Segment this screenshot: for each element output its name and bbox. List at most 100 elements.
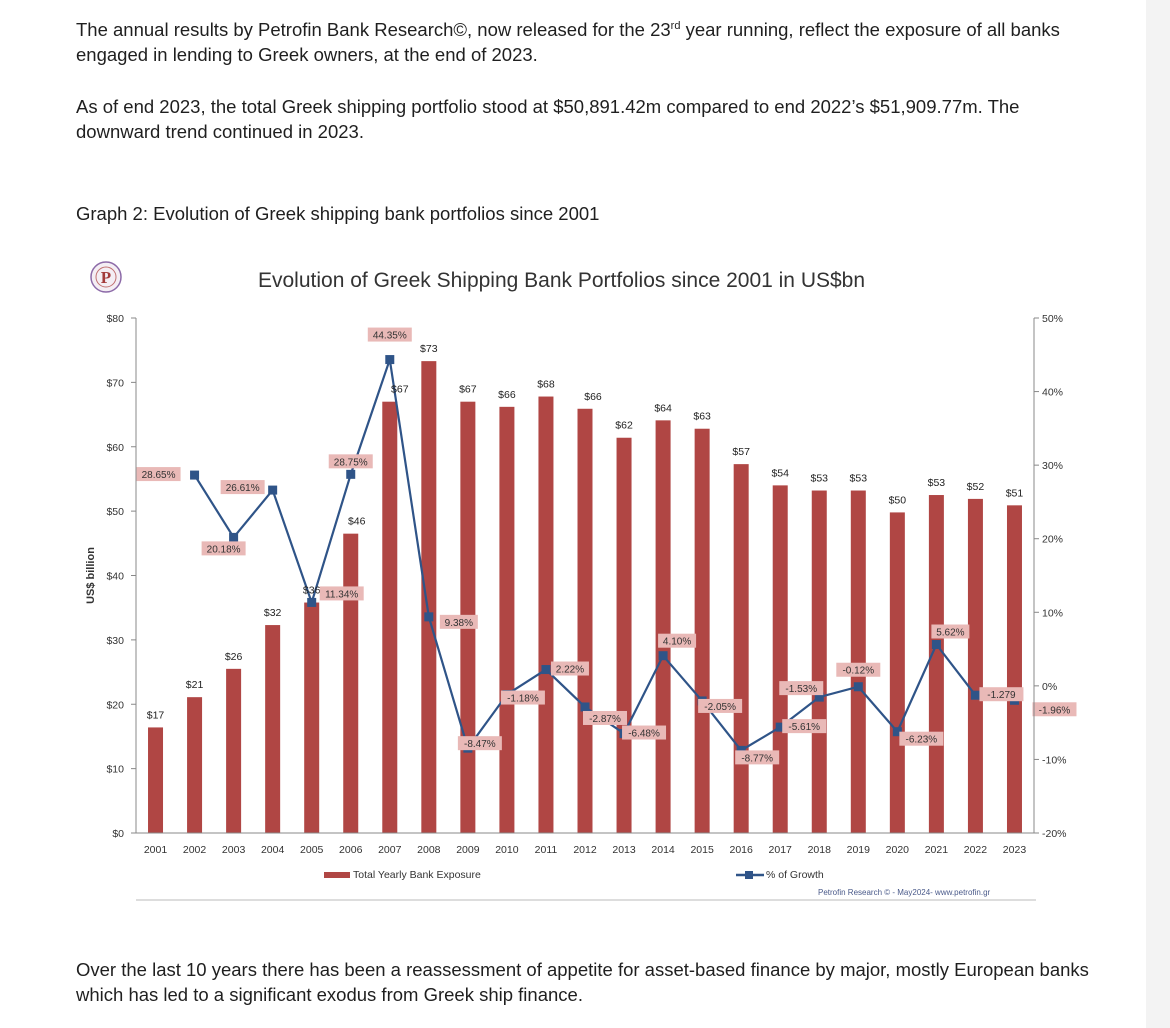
- growth-marker: [346, 469, 356, 479]
- x-tick-label: 2007: [378, 844, 402, 856]
- page-margin-strip: [1146, 0, 1170, 1028]
- bar-value-label: $21: [186, 679, 204, 691]
- y-tick-label: $30: [106, 635, 124, 647]
- bar-2010: [499, 406, 515, 833]
- growth-label: 20.18%: [207, 544, 241, 555]
- bar-value-label: $68: [537, 379, 555, 391]
- bar-2016: [733, 464, 749, 833]
- growth-label-bg: [899, 731, 944, 746]
- growth-label: -5.61%: [788, 722, 820, 733]
- x-tick-label: 2013: [612, 844, 636, 856]
- growth-marker: [385, 355, 395, 365]
- y-tick-label: $20: [106, 699, 124, 711]
- growth-label: -8.77%: [741, 753, 773, 764]
- growth-label: -6.23%: [906, 735, 938, 746]
- bar-2021: [928, 495, 944, 833]
- growth-marker: [424, 612, 434, 622]
- growth-label-bg: [1032, 702, 1077, 717]
- y2-tick-label: 20%: [1042, 534, 1063, 546]
- x-tick-label: 2018: [808, 844, 832, 856]
- legend-line-marker: [745, 871, 753, 879]
- x-tick-label: 2016: [729, 844, 753, 856]
- growth-label: 4.10%: [663, 637, 691, 648]
- bar-2013: [616, 437, 632, 833]
- growth-label: -1.53%: [785, 684, 817, 695]
- bar-value-label: $53: [850, 473, 868, 485]
- bar-value-label: $67: [459, 384, 477, 396]
- y2-tick-label: 0%: [1042, 681, 1057, 693]
- growth-marker: [190, 470, 200, 480]
- x-tick-label: 2006: [339, 844, 363, 856]
- growth-label-bg: [931, 624, 970, 639]
- bar-value-label: $51: [1006, 487, 1024, 499]
- ordinal-superscript: rd: [670, 19, 681, 32]
- bar-value-label: $53: [810, 473, 828, 485]
- growth-label: 2.22%: [556, 665, 584, 676]
- growth-marker: [853, 682, 863, 692]
- bar-value-label: $50: [889, 494, 907, 506]
- growth-marker: [658, 651, 668, 661]
- x-tick-label: 2017: [769, 844, 793, 856]
- growth-label-bg: [698, 698, 743, 713]
- bar-value-label: $62: [615, 420, 633, 432]
- growth-label-bg: [735, 750, 780, 765]
- legend-bar-swatch: [324, 872, 350, 878]
- bar-2014: [655, 420, 671, 833]
- x-tick-label: 2003: [222, 844, 246, 856]
- y2-tick-label: 50%: [1042, 313, 1063, 325]
- growth-label-bg: [457, 736, 502, 751]
- growth-label-bg: [500, 690, 545, 705]
- x-tick-label: 2012: [573, 844, 597, 856]
- bar-2020: [889, 512, 905, 833]
- growth-label-bg: [319, 586, 364, 601]
- growth-marker: [268, 485, 278, 495]
- bar-value-label: $32: [264, 607, 282, 619]
- growth-marker: [814, 692, 824, 702]
- growth-label: 26.61%: [226, 483, 260, 494]
- y-tick-label: $80: [106, 313, 124, 325]
- x-tick-label: 2010: [495, 844, 519, 856]
- bar-value-label: $46: [348, 516, 366, 528]
- growth-label-bg: [550, 661, 589, 676]
- y-tick-label: $50: [106, 506, 124, 518]
- growth-label-bg: [583, 710, 627, 725]
- growth-label: -6.48%: [628, 729, 660, 740]
- growth-label: -1.18%: [507, 694, 539, 705]
- y-tick-label: $40: [106, 571, 124, 583]
- bar-value-label: $57: [732, 446, 750, 458]
- x-tick-label: 2022: [964, 844, 988, 856]
- x-tick-label: 2014: [651, 844, 675, 856]
- growth-label: -2.05%: [704, 702, 736, 713]
- bar-2017: [772, 485, 788, 833]
- growth-label-bg: [782, 719, 827, 734]
- growth-label: -2.87%: [589, 714, 621, 725]
- growth-label-bg: [201, 541, 246, 556]
- growth-label-bg: [136, 467, 181, 482]
- y-tick-label: $0: [112, 828, 124, 840]
- growth-marker: [931, 640, 941, 650]
- bar-2004: [265, 625, 281, 833]
- legend-line-label: % of Growth: [766, 869, 824, 881]
- bar-value-label: $63: [693, 411, 711, 423]
- bar-value-label: $66: [498, 389, 516, 401]
- x-tick-label: 2023: [1003, 844, 1027, 856]
- growth-marker: [541, 665, 551, 675]
- closing-paragraph: Over the last 10 years there has been a …: [76, 959, 1089, 1005]
- chart-title: Evolution of Greek Shipping Bank Portfol…: [258, 269, 865, 292]
- bar-2002: [187, 697, 203, 833]
- growth-marker: [580, 702, 590, 712]
- y-tick-label: $10: [106, 764, 124, 776]
- x-tick-label: 2009: [456, 844, 480, 856]
- growth-label-bg: [622, 725, 667, 740]
- y2-tick-label: -20%: [1042, 828, 1067, 840]
- x-tick-label: 2021: [925, 844, 949, 856]
- growth-label: 28.65%: [142, 470, 176, 481]
- bar-2011: [538, 396, 554, 833]
- y2-tick-label: 40%: [1042, 387, 1063, 399]
- bar-2012: [577, 408, 593, 833]
- growth-label: 9.38%: [445, 618, 473, 629]
- growth-marker: [229, 532, 239, 542]
- source-note: Petrofin Research © - May2024- www.petro…: [818, 888, 991, 897]
- x-tick-label: 2001: [144, 844, 168, 856]
- bar-2007: [382, 401, 398, 833]
